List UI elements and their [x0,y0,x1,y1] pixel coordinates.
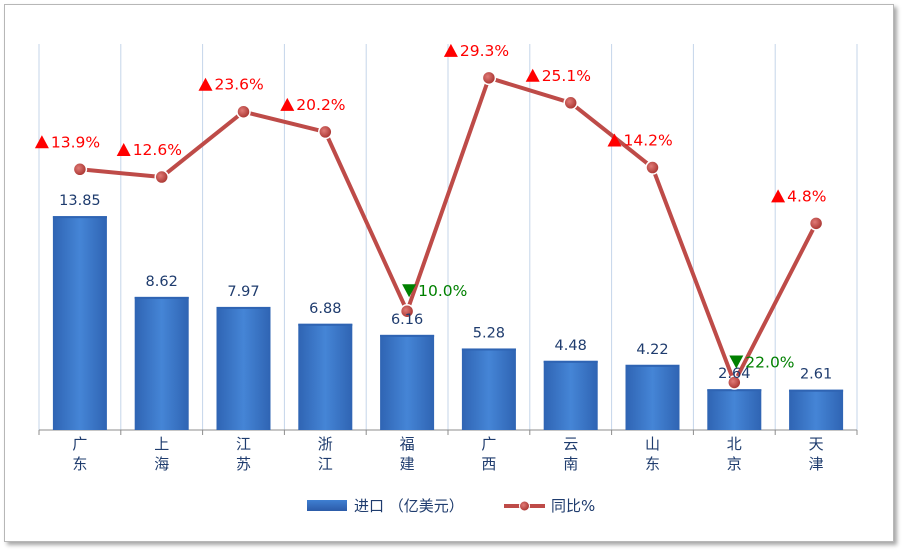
chart-frame [4,4,894,542]
category-label: 福 [400,435,415,453]
yoy-value-label: 23.6% [215,76,264,94]
up-arrow-icon [771,189,786,203]
category-label: 浙 [318,435,333,453]
bar-value-label: 13.85 [59,193,101,209]
category-label: 海 [154,455,169,473]
yoy-value-label: 20.2% [296,96,345,114]
bar-value-label: 2.64 [718,366,750,382]
category-label: 天 [809,435,824,453]
yoy-point [72,162,88,177]
category-label: 建 [400,455,415,473]
category-label: 京 [727,455,742,473]
bar [134,296,189,430]
category-label: 上 [154,435,169,453]
bar [52,216,107,430]
bar-top-edge [380,334,435,337]
bar-top-edge [461,348,516,351]
yoy-value-label: 22.0% [745,353,794,371]
category-label: 苏 [236,455,251,473]
yoy-point [318,124,333,140]
bar-top-edge [52,216,107,219]
yoy-point [236,104,251,119]
legend-bar-label: 进口 （亿美元） [354,497,464,515]
category-label: 江 [318,455,333,473]
bar [298,323,353,430]
category-label: 西 [481,455,496,473]
bar [216,306,271,430]
yoy-point [645,160,660,175]
bar-value-label: 4.48 [555,338,587,354]
bar [625,364,680,430]
bar-value-label: 5.28 [473,325,505,341]
yoy-value-label: 10.0% [418,282,467,300]
bar [707,389,762,430]
category-label: 云 [563,435,578,453]
bar-top-edge [789,389,844,392]
bar-top-edge [543,360,598,363]
bar-top-edge [216,306,271,309]
bar [461,348,516,430]
bar-value-label: 6.16 [391,312,423,328]
yoy-value-label: 25.1% [542,67,591,85]
legend-bar-swatch [307,500,347,511]
category-label: 东 [645,455,660,473]
category-label: 广 [72,435,87,453]
category-label: 山 [645,435,660,453]
bar-top-edge [298,323,353,326]
category-label: 东 [72,455,87,473]
up-arrow-icon [525,68,540,82]
yoy-value-label: 29.3% [460,42,509,60]
bar-value-label: 7.97 [227,284,259,300]
yoy-value-label: 12.6% [133,141,182,159]
yoy-value-label: 14.2% [624,132,673,150]
bar-top-edge [134,296,189,299]
bar-value-label: 8.62 [146,274,178,290]
bar-value-label: 2.61 [800,367,832,383]
legend-line-label: 同比% [551,497,595,515]
up-arrow-icon [34,135,49,149]
bar-top-edge [625,364,680,367]
yoy-point [481,70,497,86]
yoy-point [154,169,169,185]
up-arrow-icon [443,43,458,57]
bar [789,389,844,430]
up-arrow-icon [198,77,213,91]
category-label: 江 [236,435,251,453]
up-arrow-icon [116,143,131,157]
yoy-value-label: 13.9% [51,133,100,151]
yoy-point [399,303,415,319]
yoy-line [79,75,818,385]
bar-value-label: 4.22 [636,342,668,358]
up-arrow-icon [607,133,622,147]
category-label: 南 [563,455,578,473]
bar [380,334,435,430]
yoy-value-label: 4.8% [787,187,826,205]
legend-line-marker [519,500,530,512]
category-label: 广 [481,435,496,453]
bar-value-label: 6.88 [309,301,341,317]
up-arrow-icon [280,97,295,111]
yoy-point [563,95,578,111]
down-arrow-icon [729,355,744,369]
bar [543,360,598,430]
yoy-point [727,375,742,390]
yoy-point [808,216,824,231]
bar-top-edge [707,389,762,392]
category-label: 津 [809,455,824,473]
category-label: 北 [727,435,742,453]
down-arrow-icon [402,284,417,298]
